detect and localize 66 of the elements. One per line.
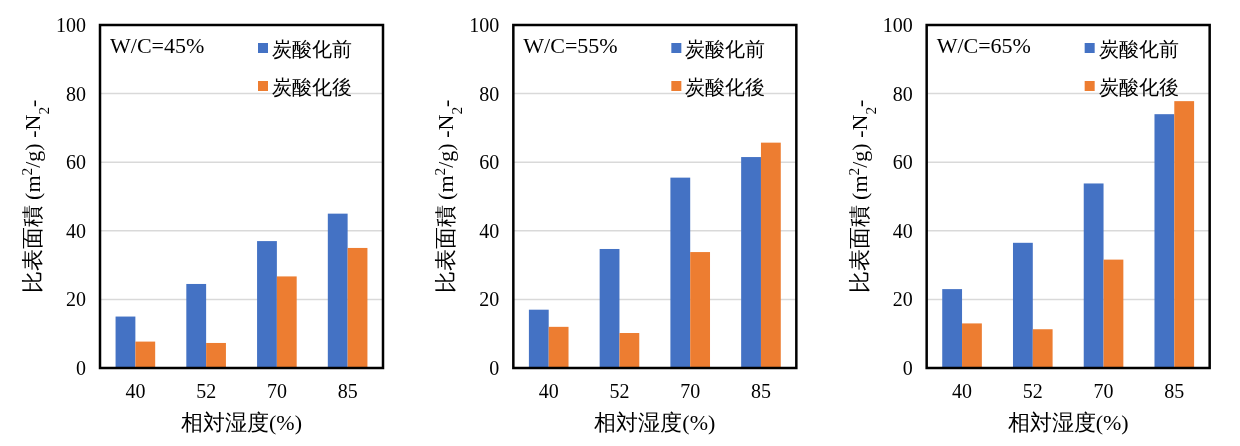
y-tick-label: 100 xyxy=(469,14,500,36)
y-tick-label: 60 xyxy=(66,151,86,174)
x-tick-label: 85 xyxy=(1164,380,1185,402)
bar xyxy=(1032,329,1053,368)
x-tick-label: 70 xyxy=(1093,380,1114,402)
bar xyxy=(327,213,348,368)
annotation: W/C=65% xyxy=(936,33,1031,58)
y-tick-label: 40 xyxy=(66,219,86,242)
y-tick-label: 40 xyxy=(479,219,500,242)
bar xyxy=(276,276,297,368)
y-tick-label: 0 xyxy=(902,357,913,379)
y-tick-label: 20 xyxy=(66,288,86,311)
x-tick-label: 40 xyxy=(125,380,146,402)
bar xyxy=(1154,114,1175,368)
bar xyxy=(599,248,620,368)
y-tick-label: 60 xyxy=(479,151,500,174)
legend-label: 炭酸化前 xyxy=(272,38,352,60)
x-axis-title: 相対湿度(%) xyxy=(1007,410,1129,435)
annotation: W/C=55% xyxy=(523,33,618,58)
y-tick-label: 100 xyxy=(882,14,913,36)
x-axis-title: 相対湿度(%) xyxy=(181,410,302,435)
bar xyxy=(135,341,156,368)
bar xyxy=(115,316,136,368)
bar xyxy=(1103,259,1124,368)
y-tick-label: 60 xyxy=(892,151,913,174)
bar xyxy=(528,309,549,368)
x-tick-label: 70 xyxy=(680,380,701,402)
bar xyxy=(942,289,963,368)
x-tick-label: 40 xyxy=(952,380,973,402)
y-tick-label: 100 xyxy=(56,14,86,36)
x-tick-label: 52 xyxy=(609,380,630,402)
x-tick-label: 70 xyxy=(266,380,287,402)
x-tick-label: 85 xyxy=(337,380,358,402)
bar xyxy=(741,157,761,368)
bar xyxy=(690,252,711,368)
bar xyxy=(619,333,640,368)
x-tick-label: 85 xyxy=(750,380,771,402)
y-tick-label: 20 xyxy=(479,288,500,311)
x-tick-label: 40 xyxy=(538,380,559,402)
legend-label: 炭酸化前 xyxy=(1098,38,1179,60)
bar xyxy=(1083,183,1104,368)
y-tick-label: 0 xyxy=(489,357,500,379)
y-tick-label: 20 xyxy=(892,288,913,311)
x-axis-title: 相対湿度(%) xyxy=(594,410,716,435)
legend-label: 炭酸化前 xyxy=(685,38,766,60)
bar xyxy=(186,283,207,368)
y-tick-label: 40 xyxy=(892,219,913,242)
bar xyxy=(1174,101,1195,368)
legend-label: 炭酸化後 xyxy=(272,76,352,98)
bar xyxy=(1012,242,1033,368)
legend-label: 炭酸化後 xyxy=(1098,76,1179,98)
bar xyxy=(548,326,569,368)
bar xyxy=(206,342,226,368)
x-tick-label: 52 xyxy=(1022,380,1043,402)
bar xyxy=(962,323,982,368)
annotation: W/C=45% xyxy=(110,33,205,58)
x-tick-label: 52 xyxy=(196,380,217,402)
legend-label: 炭酸化後 xyxy=(685,76,766,98)
bar xyxy=(670,177,691,368)
y-tick-label: 80 xyxy=(479,82,500,105)
bar xyxy=(347,247,368,368)
y-tick-label: 80 xyxy=(892,82,913,105)
bar xyxy=(760,142,781,368)
bar xyxy=(257,241,277,368)
y-tick-label: 0 xyxy=(76,357,86,379)
y-tick-label: 80 xyxy=(66,82,86,105)
